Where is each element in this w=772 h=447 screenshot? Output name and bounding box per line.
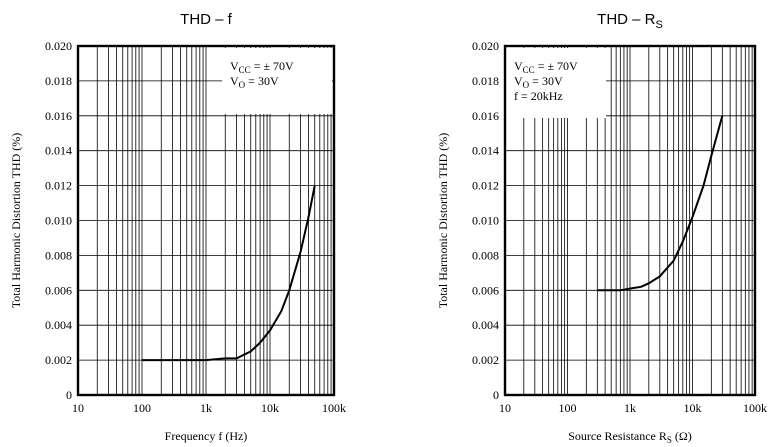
annotation-rest: = 30V: [245, 74, 279, 88]
x-tick-label: 10: [72, 401, 84, 415]
x-tick-label: 10k: [261, 401, 279, 415]
annotation-base: V: [230, 74, 239, 88]
annotation-text: VCC = ± 70V: [230, 59, 294, 75]
y-tick-label: 0.010: [45, 214, 72, 228]
annotation-base: V: [514, 74, 523, 88]
x-axis-label: Source Resistance RS (Ω): [568, 429, 692, 445]
annotation-text: VO = 30V: [514, 74, 563, 90]
annotation-rest: = ± 70V: [251, 59, 294, 73]
series-line: [597, 115, 724, 292]
annotation-sub: O: [523, 80, 530, 90]
annotation-base: V: [230, 59, 239, 73]
y-tick-label: 0.006: [472, 283, 499, 297]
y-tick-label: 0.006: [45, 283, 72, 297]
annotation-rest: = ± 70V: [535, 59, 578, 73]
y-tick-label: 0: [66, 388, 72, 402]
x-tick-label: 10k: [684, 401, 702, 415]
annotation-text: VCC = ± 70V: [514, 59, 578, 75]
x-tick-label: 100k: [322, 401, 346, 415]
chart-title-base: THD – R: [597, 11, 656, 28]
y-axis-label: Total Harmonic Distortion THD (%): [9, 133, 23, 309]
annotation-text: f = 20kHz: [514, 89, 563, 103]
annotation-base: f = 20kHz: [514, 89, 563, 103]
y-tick-label: 0.014: [45, 144, 72, 158]
y-tick-label: 0.010: [472, 214, 499, 228]
y-tick-label: 0.004: [472, 318, 499, 332]
y-tick-label: 0.014: [472, 144, 499, 158]
y-axis-label: Total Harmonic Distortion THD (%): [436, 133, 450, 309]
x-axis-label-suffix: (Ω): [672, 429, 692, 443]
series-line: [142, 185, 316, 362]
y-tick-label: 0.020: [472, 39, 499, 53]
y-tick-label: 0.018: [45, 74, 72, 88]
annotation-box: [506, 48, 606, 118]
x-axis-label-sub: S: [667, 435, 672, 445]
y-tick-label: 0.012: [472, 179, 499, 193]
y-tick-label: 0.012: [45, 179, 72, 193]
y-tick-label: 0.002: [45, 353, 72, 367]
x-tick-label: 10: [499, 401, 511, 415]
annotation-sub: O: [239, 80, 246, 90]
x-axis-label-base: Source Resistance R: [568, 429, 667, 443]
y-tick-label: 0.008: [472, 248, 499, 262]
x-tick-label: 1k: [624, 401, 636, 415]
y-tick-label: 0.008: [45, 248, 72, 262]
y-tick-label: 0.020: [45, 39, 72, 53]
chart-title: THD – RS: [597, 11, 663, 31]
y-tick-label: 0.004: [45, 318, 72, 332]
annotation-text: VO = 30V: [230, 74, 279, 90]
chart-title-sub: S: [656, 19, 663, 31]
x-tick-label: 100: [133, 401, 151, 415]
annotation-base: V: [514, 59, 523, 73]
x-tick-label: 100: [559, 401, 577, 415]
annotation-sub: CC: [239, 65, 251, 75]
y-tick-label: 0.016: [45, 109, 72, 123]
plot-frame: [76, 44, 336, 397]
y-tick-label: 0.002: [472, 353, 499, 367]
y-tick-label: 0.018: [472, 74, 499, 88]
plot-frame: [503, 44, 757, 397]
annotation-rest: = 30V: [529, 74, 563, 88]
y-tick-label: 0: [493, 388, 499, 402]
chart-title: THD – f: [180, 11, 233, 28]
x-tick-label: 1k: [200, 401, 212, 415]
annotation-sub: CC: [523, 65, 535, 75]
x-axis-label: Frequency f (Hz): [165, 429, 248, 443]
x-tick-label: 100k: [743, 401, 767, 415]
annotation-box: [222, 48, 332, 114]
y-tick-label: 0.016: [472, 109, 499, 123]
